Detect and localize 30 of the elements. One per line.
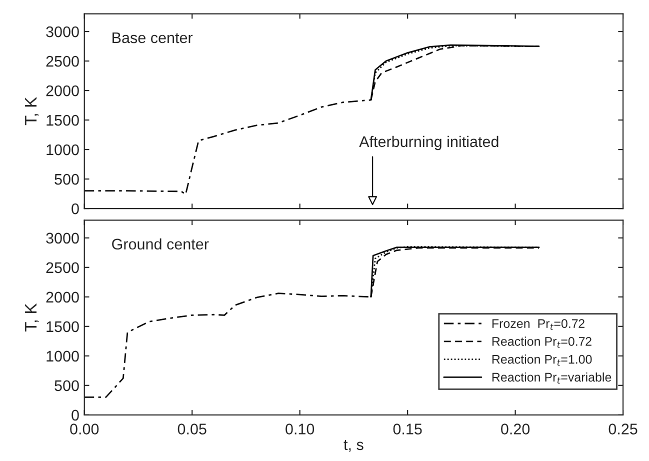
annotation: Base center xyxy=(112,32,193,44)
y-tick-label: 0 xyxy=(72,203,79,214)
x-tick-label: 0.20 xyxy=(501,424,530,434)
x-tick-label: 0.15 xyxy=(393,424,422,434)
y-tick-label: 0 xyxy=(72,410,79,421)
y-tick-label: 500 xyxy=(54,380,79,392)
x-axis-title: t, s xyxy=(344,440,364,452)
x-tick-label: 0.25 xyxy=(608,424,638,434)
y-tick-label: 1500 xyxy=(46,321,79,332)
x-tick-label: 0.00 xyxy=(70,424,99,434)
x-tick-label: 0.10 xyxy=(286,424,314,434)
y-tick-label: 3000 xyxy=(46,232,79,244)
y-tick-label: 2000 xyxy=(46,292,79,303)
y-tick-label: 1500 xyxy=(46,114,79,126)
y-tick-label: 1000 xyxy=(46,350,79,362)
legend-label: Reaction Pr$_{t}$=0.72 xyxy=(492,336,592,348)
annotation: Afterburning initiated xyxy=(359,136,498,150)
y-tick-label: 2000 xyxy=(46,85,79,96)
y-tick-label: 2500 xyxy=(46,262,79,274)
y-tick-label: 1000 xyxy=(46,144,79,156)
legend-label: Reaction Pr$_{t}$=variable xyxy=(492,372,612,384)
legend-label: Frozen Pr$_{t}$=0.72 xyxy=(492,319,584,330)
y-axis-title: T, K xyxy=(25,97,39,126)
legend-label: Reaction Pr$_{t}$=1.00 xyxy=(492,354,592,366)
y-tick-label: 3000 xyxy=(46,26,79,38)
y-axis-title: T, K xyxy=(25,303,39,332)
y-tick-label: 2500 xyxy=(46,56,79,67)
annotation: Ground center xyxy=(112,238,209,250)
x-tick-label: 0.05 xyxy=(178,424,206,434)
y-tick-label: 500 xyxy=(54,174,79,185)
